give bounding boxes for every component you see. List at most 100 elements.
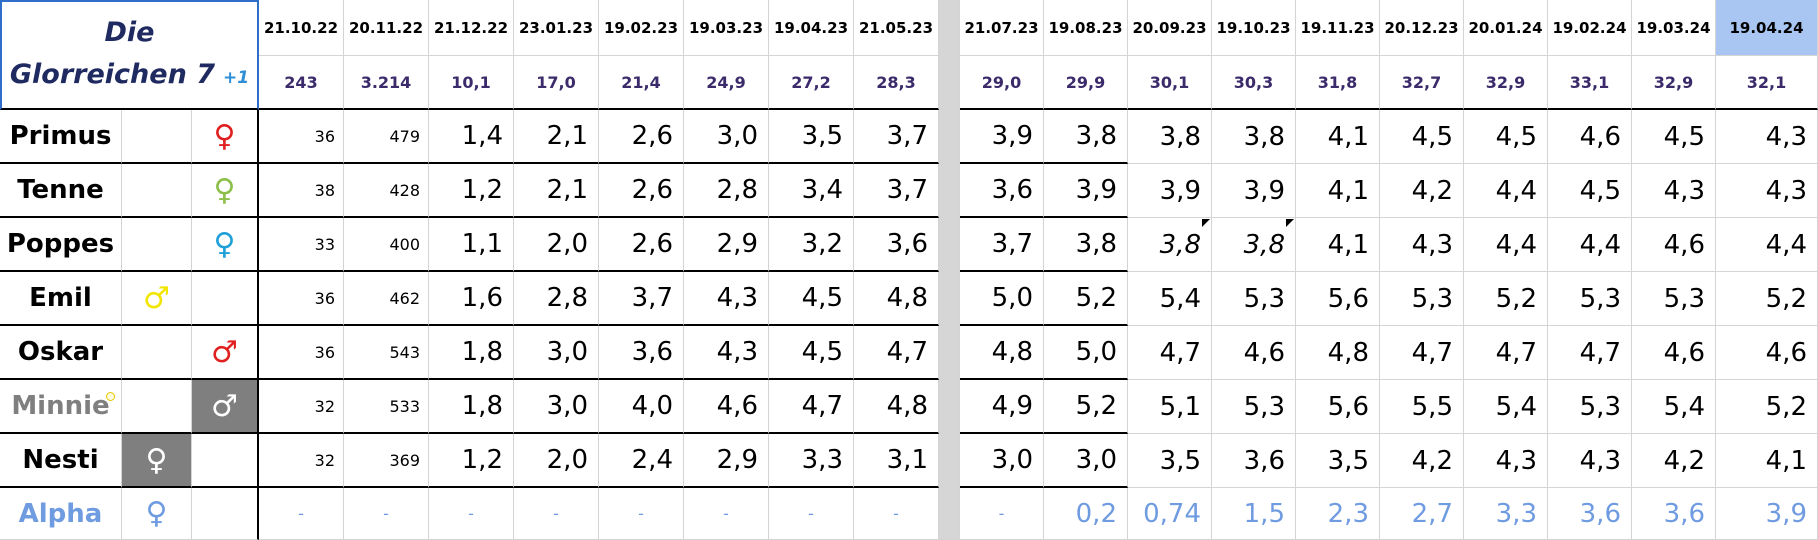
value-cell: 5,3: [1548, 380, 1632, 434]
value-cell: 4,7: [769, 380, 854, 434]
value-cell: 3,0: [514, 380, 599, 434]
value-cell: -: [854, 488, 939, 540]
empty-cell: [122, 326, 192, 380]
date-header: 21.07.23: [960, 0, 1044, 56]
value-cell: 4,3: [1716, 110, 1818, 164]
value-cell: 3,9: [1212, 164, 1296, 218]
total-header: 29,0: [960, 56, 1044, 110]
value-cell: 38: [259, 164, 344, 218]
value-cell: 5,2: [1044, 272, 1128, 326]
value-cell: 3,1: [854, 434, 939, 488]
value-cell: 1,8: [429, 326, 514, 380]
value-cell: 3,7: [854, 164, 939, 218]
value-cell: 3,6: [960, 164, 1044, 218]
total-header: 32,7: [1380, 56, 1464, 110]
row-name: Nesti: [0, 434, 122, 488]
date-header: 19.04.24: [1716, 0, 1818, 56]
date-header: 21.10.22: [259, 0, 344, 56]
value-cell: -: [514, 488, 599, 540]
value-cell: 4,5: [769, 326, 854, 380]
value-cell: 4,3: [1464, 434, 1548, 488]
value-cell: 3,9: [1716, 488, 1818, 540]
value-cell: 4,4: [1716, 218, 1818, 272]
value-cell: 4,6: [684, 380, 769, 434]
date-header: 23.01.23: [514, 0, 599, 56]
value-cell: 3,8: [1128, 218, 1212, 272]
value-cell: 1,6: [429, 272, 514, 326]
value-cell: 462: [344, 272, 429, 326]
value-cell: -: [599, 488, 684, 540]
value-cell: 2,3: [1296, 488, 1380, 540]
value-cell: 4,3: [1380, 218, 1464, 272]
date-header: 19.03.23: [684, 0, 769, 56]
value-cell: 3,0: [684, 110, 769, 164]
value-cell: 3,0: [1044, 434, 1128, 488]
total-header: 17,0: [514, 56, 599, 110]
gap-column: [939, 0, 960, 540]
value-cell: 5,0: [1044, 326, 1128, 380]
value-cell: 4,7: [1464, 326, 1548, 380]
empty-cell: [122, 380, 192, 434]
value-cell: 1,5: [1212, 488, 1296, 540]
value-cell: -: [960, 488, 1044, 540]
value-cell: 3,7: [599, 272, 684, 326]
total-header: 28,3: [854, 56, 939, 110]
row-name: Emil: [0, 272, 122, 326]
value-cell: 4,6: [1548, 110, 1632, 164]
value-cell: 2,6: [599, 218, 684, 272]
value-cell: 5,2: [1044, 380, 1128, 434]
value-cell: 1,4: [429, 110, 514, 164]
value-cell: 3,6: [1212, 434, 1296, 488]
value-cell: 3,6: [599, 326, 684, 380]
date-header: 21.05.23: [854, 0, 939, 56]
comment-flag: [1286, 219, 1294, 227]
value-cell: 32: [259, 434, 344, 488]
empty-cell: [192, 434, 259, 488]
title-line: Glorreichen 7 +1: [10, 54, 249, 99]
value-cell: 4,8: [854, 380, 939, 434]
value-cell: 5,5: [1380, 380, 1464, 434]
value-cell: 5,3: [1212, 272, 1296, 326]
value-cell: 5,3: [1380, 272, 1464, 326]
value-cell: 2,8: [684, 164, 769, 218]
empty-cell: [122, 218, 192, 272]
value-cell: 3,8: [1212, 110, 1296, 164]
value-cell: 4,5: [1548, 164, 1632, 218]
gender-symbol: ♀: [192, 218, 259, 272]
title-cell: Die Glorreichen 7 +1: [0, 0, 259, 110]
value-cell: 1,2: [429, 434, 514, 488]
total-header: 10,1: [429, 56, 514, 110]
value-cell: 3,6: [1548, 488, 1632, 540]
empty-cell: [192, 272, 259, 326]
value-cell: 3,5: [1296, 434, 1380, 488]
value-cell: 479: [344, 110, 429, 164]
value-cell: 4,7: [1128, 326, 1212, 380]
value-cell: 543: [344, 326, 429, 380]
gender-symbol: ♂: [192, 380, 259, 434]
value-cell: 4,4: [1464, 218, 1548, 272]
value-cell: 2,8: [514, 272, 599, 326]
date-header: 19.02.23: [599, 0, 684, 56]
gender-symbol: ♀: [122, 434, 192, 488]
value-cell: 33: [259, 218, 344, 272]
row-name: Primus: [0, 110, 122, 164]
total-header: 27,2: [769, 56, 854, 110]
value-cell: 1,1: [429, 218, 514, 272]
value-cell: 533: [344, 380, 429, 434]
value-cell: 4,2: [1380, 164, 1464, 218]
total-header: 32,1: [1716, 56, 1818, 110]
value-cell: 2,1: [514, 164, 599, 218]
value-cell: 4,7: [1548, 326, 1632, 380]
marker-dot: [106, 392, 115, 401]
value-cell: 5,3: [1632, 272, 1716, 326]
value-cell: 3,6: [854, 218, 939, 272]
total-header: 31,8: [1296, 56, 1380, 110]
date-header: 21.12.22: [429, 0, 514, 56]
date-header: 19.03.24: [1632, 0, 1716, 56]
value-cell: 4,3: [1716, 164, 1818, 218]
date-header: 20.09.23: [1128, 0, 1212, 56]
value-cell: 4,3: [1632, 164, 1716, 218]
value-cell: 4,8: [854, 272, 939, 326]
row-name: Alpha: [0, 488, 122, 540]
